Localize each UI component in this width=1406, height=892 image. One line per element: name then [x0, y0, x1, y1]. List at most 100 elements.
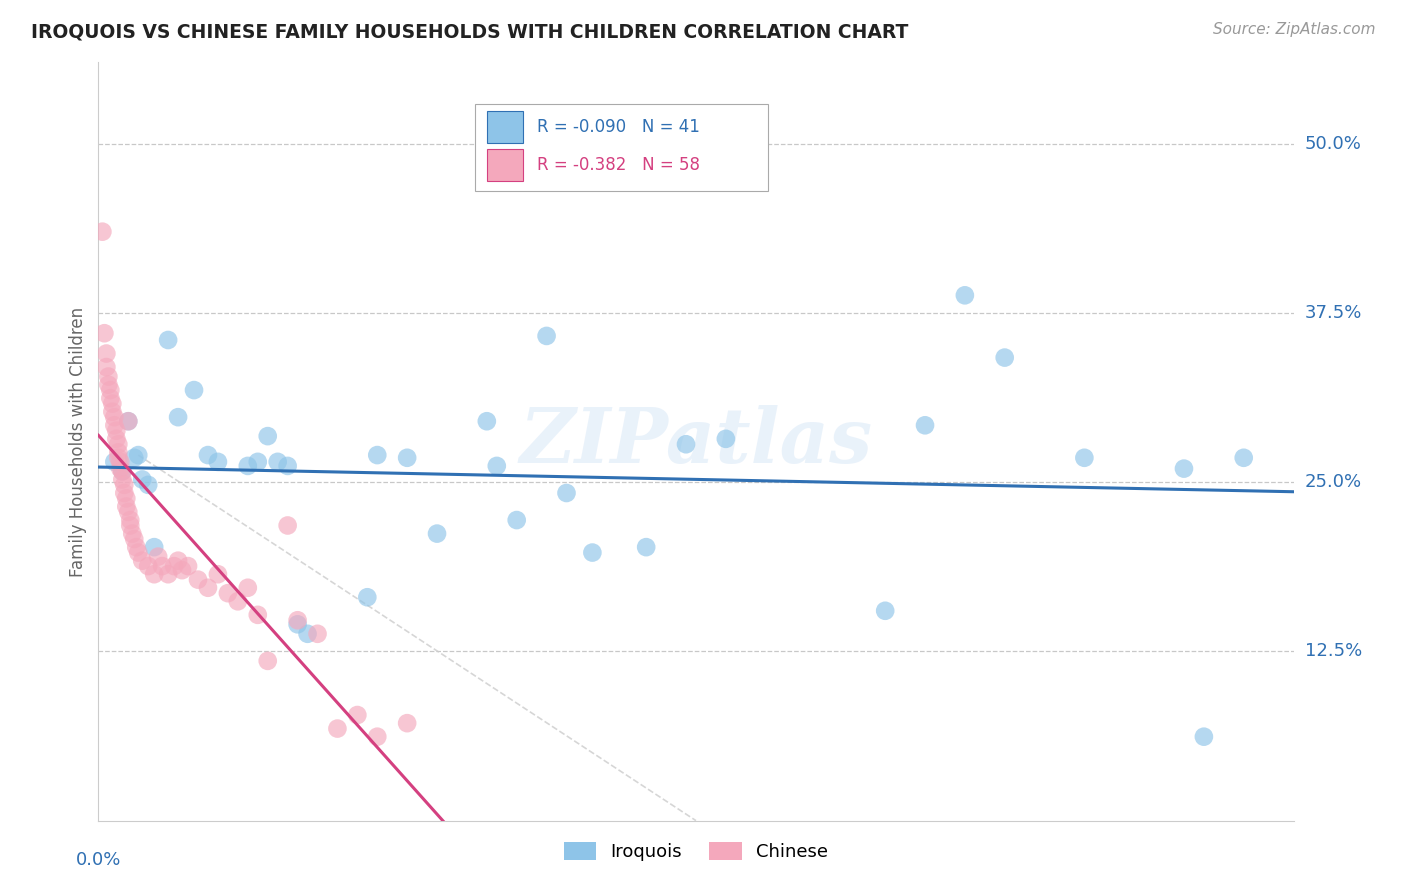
- Point: [93, 326, 115, 341]
- Legend: Iroquois, Chinese: Iroquois, Chinese: [557, 835, 835, 869]
- Point: [97, 377, 120, 392]
- Point: [506, 513, 529, 527]
- Text: 25.0%: 25.0%: [1305, 473, 1362, 491]
- Point: [143, 567, 166, 582]
- Point: [101, 396, 124, 410]
- Point: [426, 526, 449, 541]
- Point: [636, 540, 658, 554]
- Point: [356, 591, 378, 605]
- Point: [112, 486, 135, 500]
- Point: [366, 448, 388, 462]
- Point: [96, 346, 118, 360]
- FancyBboxPatch shape: [475, 104, 768, 191]
- Text: 37.5%: 37.5%: [1305, 304, 1362, 322]
- Point: [110, 455, 132, 469]
- Point: [148, 549, 170, 564]
- Point: [207, 455, 229, 469]
- Text: R = -0.382   N = 58: R = -0.382 N = 58: [537, 156, 700, 174]
- Point: [96, 360, 118, 375]
- Point: [994, 351, 1017, 365]
- Text: 50.0%: 50.0%: [1305, 135, 1361, 153]
- Point: [256, 429, 278, 443]
- FancyBboxPatch shape: [486, 111, 523, 143]
- Point: [111, 473, 134, 487]
- Point: [246, 455, 269, 469]
- Point: [150, 559, 173, 574]
- Point: [105, 432, 128, 446]
- Point: [187, 573, 209, 587]
- Point: [396, 716, 419, 731]
- Point: [536, 329, 558, 343]
- Text: 0.0%: 0.0%: [76, 851, 121, 869]
- Point: [111, 464, 134, 478]
- Point: [207, 567, 229, 582]
- Point: [136, 559, 159, 574]
- Point: [217, 586, 239, 600]
- Point: [120, 518, 142, 533]
- Point: [236, 581, 259, 595]
- Point: [172, 563, 194, 577]
- Point: [1192, 730, 1215, 744]
- Text: Source: ZipAtlas.com: Source: ZipAtlas.com: [1212, 22, 1375, 37]
- Point: [183, 383, 205, 397]
- Point: [287, 613, 309, 627]
- Point: [714, 432, 737, 446]
- Point: [120, 513, 142, 527]
- Point: [107, 437, 129, 451]
- Point: [346, 708, 368, 723]
- Point: [101, 405, 124, 419]
- Point: [256, 654, 278, 668]
- Point: [236, 458, 259, 473]
- Point: [485, 458, 508, 473]
- Point: [98, 391, 122, 405]
- Point: [1233, 450, 1256, 465]
- Y-axis label: Family Households with Children: Family Households with Children: [69, 307, 87, 576]
- Point: [267, 455, 290, 469]
- Point: [98, 383, 122, 397]
- Point: [326, 722, 349, 736]
- Point: [117, 414, 139, 428]
- Text: ZIPatlas: ZIPatlas: [519, 405, 873, 478]
- Point: [246, 607, 269, 622]
- Point: [103, 455, 125, 469]
- Point: [226, 594, 249, 608]
- Point: [127, 545, 149, 559]
- Point: [167, 554, 190, 568]
- Point: [127, 448, 149, 462]
- Point: [1173, 461, 1195, 475]
- Point: [177, 559, 200, 574]
- Point: [131, 473, 153, 487]
- Point: [163, 559, 186, 574]
- Point: [136, 478, 159, 492]
- Point: [307, 627, 329, 641]
- Point: [366, 730, 388, 744]
- Text: R = -0.090   N = 41: R = -0.090 N = 41: [537, 118, 700, 136]
- Point: [277, 518, 299, 533]
- Point: [115, 500, 138, 514]
- Point: [953, 288, 976, 302]
- Point: [103, 418, 125, 433]
- Point: [277, 458, 299, 473]
- Point: [105, 424, 128, 438]
- Point: [197, 581, 219, 595]
- Point: [107, 450, 129, 465]
- Point: [581, 545, 603, 559]
- Point: [131, 554, 153, 568]
- Point: [110, 461, 132, 475]
- Point: [112, 478, 135, 492]
- Point: [555, 486, 578, 500]
- FancyBboxPatch shape: [486, 149, 523, 181]
- Point: [167, 410, 190, 425]
- Point: [675, 437, 697, 451]
- Point: [475, 414, 498, 428]
- Point: [124, 450, 146, 465]
- Point: [115, 491, 138, 506]
- Point: [103, 410, 125, 425]
- Point: [197, 448, 219, 462]
- Text: IROQUOIS VS CHINESE FAMILY HOUSEHOLDS WITH CHILDREN CORRELATION CHART: IROQUOIS VS CHINESE FAMILY HOUSEHOLDS WI…: [31, 22, 908, 41]
- Point: [121, 526, 143, 541]
- Point: [143, 540, 166, 554]
- Point: [117, 414, 139, 428]
- Text: 12.5%: 12.5%: [1305, 642, 1362, 660]
- Point: [875, 604, 897, 618]
